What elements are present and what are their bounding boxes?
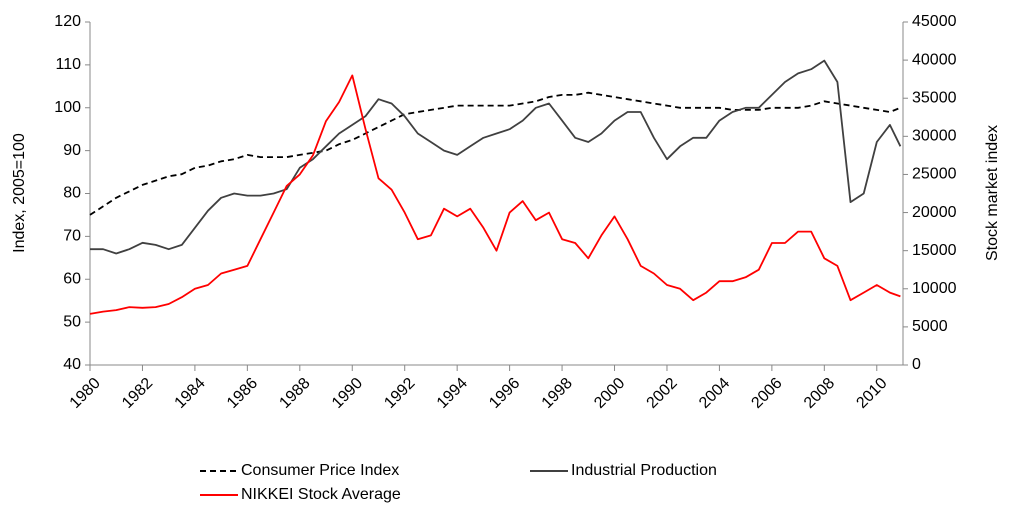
legend-label: Industrial Production: [571, 462, 717, 479]
x-tick-label: 1982: [119, 375, 156, 412]
legend-label: NIKKEI Stock Average: [241, 486, 401, 503]
y2-tick-label: 0: [912, 356, 921, 373]
x-tick-label: 1990: [329, 375, 366, 412]
y-tick-label: 80: [63, 185, 81, 202]
x-tick-label: 1984: [172, 375, 209, 412]
x-tick-label: 2006: [748, 375, 785, 412]
y2-tick-label: 25000: [912, 166, 957, 183]
x-tick-label: 2004: [696, 375, 733, 412]
x-tick-label: 1992: [381, 375, 418, 412]
x-tick-label: 2008: [801, 375, 838, 412]
y-tick-label: 110: [55, 56, 81, 73]
series-line: [90, 59, 902, 255]
x-tick-label: 1998: [539, 375, 576, 412]
x-tick-label: 2010: [853, 375, 890, 412]
y2-tick-label: 10000: [912, 280, 957, 297]
y2-tick-label: 20000: [912, 204, 957, 221]
y-tick-label: 120: [54, 13, 81, 30]
x-tick-label: 1986: [224, 375, 261, 412]
x-tick-label: 2002: [644, 375, 681, 412]
x-tick-label: 1994: [434, 375, 471, 412]
y-tick-label: 70: [63, 228, 81, 245]
y-tick-label: 50: [63, 313, 81, 330]
y-axis-label: Index, 2005=100: [11, 133, 28, 253]
series-line: [89, 91, 901, 216]
x-tick-label: 1980: [67, 375, 104, 412]
y-tick-label: 90: [63, 142, 81, 159]
y2-tick-label: 35000: [912, 89, 957, 106]
x-tick-label: 1996: [486, 375, 523, 412]
y2-tick-label: 15000: [912, 242, 957, 259]
y2-tick-label: 40000: [912, 51, 957, 68]
series-line: [89, 74, 901, 315]
y2-tick-label: 5000: [912, 318, 948, 335]
y-tick-label: 100: [54, 99, 81, 116]
y2-tick-label: 45000: [912, 13, 957, 30]
y-tick-label: 60: [63, 270, 81, 287]
y-tick-label: 40: [63, 356, 81, 373]
legend-label: Consumer Price Index: [241, 462, 399, 479]
x-tick-label: 1988: [276, 375, 313, 412]
y2-axis-label: Stock market index: [984, 125, 1001, 261]
y2-tick-label: 30000: [912, 128, 957, 145]
x-tick-label: 2000: [591, 375, 628, 412]
